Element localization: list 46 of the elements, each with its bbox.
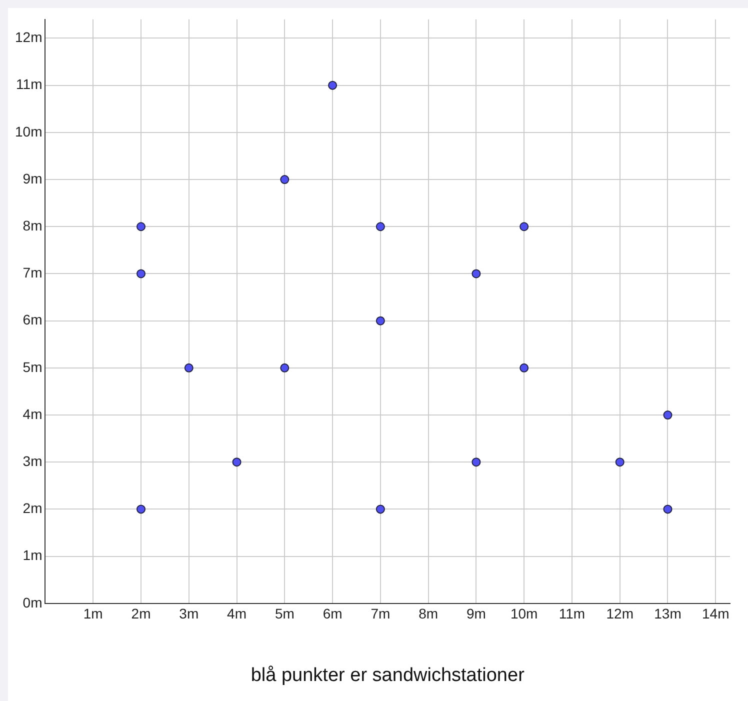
point (280, 363, 290, 372)
y-tick-label: 12m (15, 29, 42, 46)
y-tick-label: 5m (22, 358, 42, 375)
x-tick-label: 13m (654, 606, 682, 622)
y-tick-label: 11m (16, 76, 42, 92)
x-tick-label: 10m (510, 606, 538, 622)
x-tick-label: 5m (274, 606, 294, 622)
point (280, 175, 290, 184)
point (184, 363, 194, 372)
x-tick-label: 11m (558, 606, 586, 622)
x-tick-label: 8m (418, 606, 438, 622)
y-tick-label: 9m (22, 170, 42, 186)
y-tick-label: 7m (22, 264, 42, 281)
y-tick-label: 4m (22, 406, 42, 422)
y-tick-label: 6m (22, 312, 42, 328)
y-tick-label: 2m (22, 500, 42, 516)
point (136, 504, 146, 514)
x-tick-label: 12m (606, 606, 634, 622)
x-tick-label: 9m (466, 606, 486, 622)
y-tick-label: 3m (22, 452, 42, 469)
point (520, 222, 529, 232)
point (472, 458, 481, 467)
point (376, 504, 385, 514)
point (376, 222, 385, 232)
y-tick-label: 8m (22, 217, 42, 234)
point (472, 269, 481, 278)
x-tick-label: 2m (131, 606, 151, 622)
point (663, 410, 672, 420)
point (663, 504, 672, 514)
point (328, 80, 338, 90)
x-tick-label: 6m (322, 606, 342, 622)
y-tick-label: 0m (22, 594, 42, 610)
point (615, 458, 624, 467)
x-tick-label: 4m (227, 606, 247, 622)
point (232, 458, 242, 467)
point (376, 316, 385, 326)
x-axis-title: blå punkter er sandwichstationer (250, 664, 526, 686)
x-tick-label: 14m (702, 606, 730, 622)
point (136, 222, 146, 232)
y-tick-label: 10m (15, 123, 42, 140)
x-tick-label: 3m (179, 606, 199, 622)
y-tick-label: 1m (22, 547, 42, 564)
x-tick-label: 1m (83, 606, 103, 622)
x-tick-label: 7m (370, 606, 390, 622)
point (136, 269, 146, 278)
point (520, 363, 529, 372)
